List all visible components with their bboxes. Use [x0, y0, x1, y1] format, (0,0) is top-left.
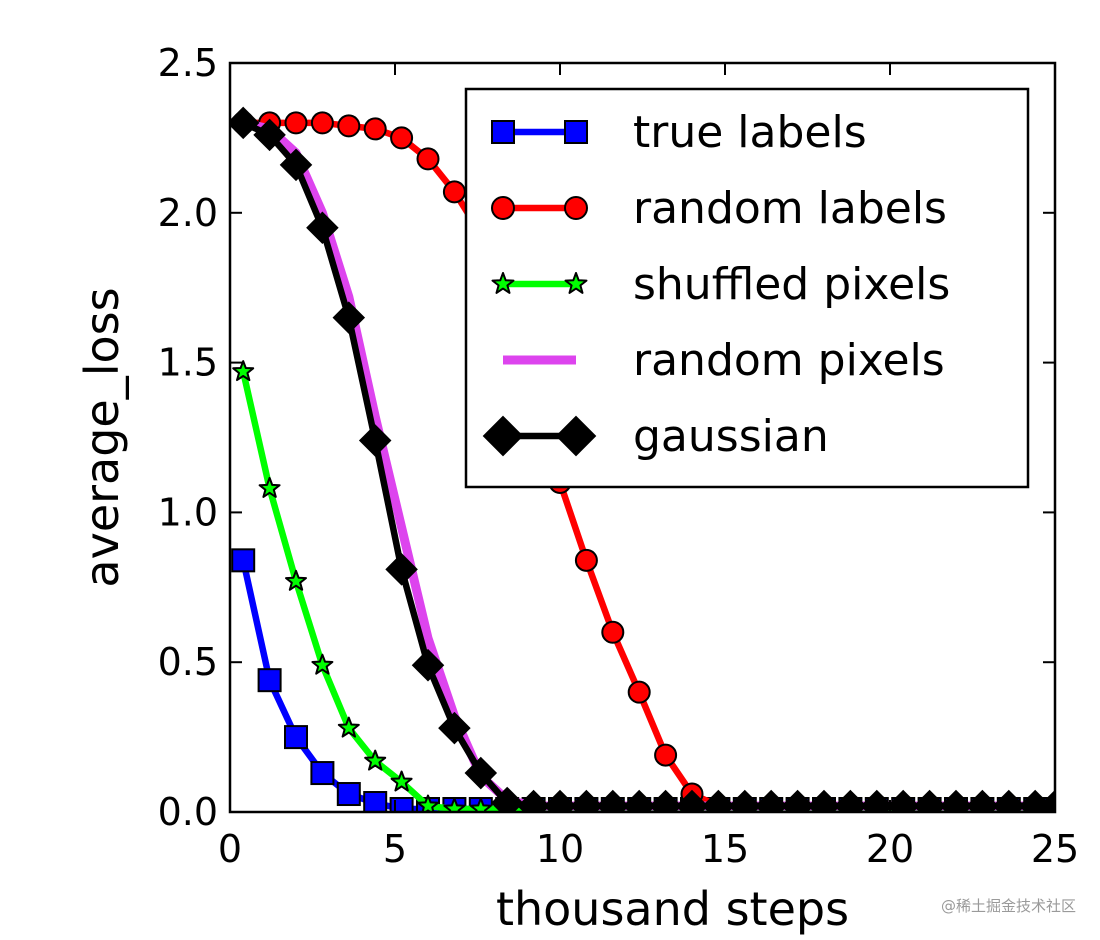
data-point-random-labels	[627, 680, 651, 704]
data-point-gaussian	[490, 786, 524, 812]
data-point-shuffled-pixels	[417, 794, 439, 812]
legend-label-random-pixels: random pixels	[633, 335, 945, 386]
x-tick-label: 5	[383, 827, 407, 871]
x-tick-label: 20	[866, 827, 914, 871]
data-point-gaussian	[517, 789, 550, 812]
legend-label-shuffled-pixels: shuffled pixels	[633, 259, 950, 310]
x-axis-label: thousand steps	[496, 882, 849, 936]
data-point-gaussian	[913, 789, 946, 812]
watermark: @稀土掘金技术社区	[940, 897, 1076, 915]
data-point-gaussian	[992, 789, 1026, 812]
data-point-gaussian	[438, 711, 471, 745]
legend-label-random-labels: random labels	[633, 183, 947, 234]
y-tick-label: 2.5	[158, 41, 218, 85]
data-point-gaussian	[622, 789, 656, 812]
data-point-true-labels	[389, 797, 414, 812]
data-point-shuffled-pixels	[311, 653, 334, 675]
data-point-gaussian	[332, 301, 366, 334]
data-point-gaussian	[279, 148, 313, 182]
legend-marker-gaussian	[555, 415, 597, 457]
y-tick-label: 2.0	[158, 191, 218, 235]
legend-marker-shuffled-pixels	[491, 272, 515, 294]
y-tick-label: 1.0	[158, 490, 218, 534]
legend-marker-gaussian	[482, 415, 524, 457]
data-point-random-labels	[390, 126, 414, 150]
legend-box	[464, 87, 1030, 489]
data-point-gaussian	[860, 789, 894, 812]
data-point-gaussian	[675, 789, 709, 812]
data-point-gaussian	[253, 118, 286, 152]
data-point-shuffled-pixels	[390, 770, 413, 792]
data-point-gaussian	[886, 789, 920, 812]
y-axis-label: average_loss	[75, 287, 129, 587]
data-point-random-labels	[416, 147, 440, 171]
data-point-gaussian	[728, 789, 762, 812]
data-point-gaussian	[966, 789, 999, 812]
data-point-shuffled-pixels	[285, 569, 307, 591]
axes-frame	[228, 61, 1057, 814]
data-point-shuffled-pixels	[443, 797, 466, 812]
data-point-random-labels	[310, 111, 334, 135]
legend: true labels random labels shuffled pixels r…	[464, 87, 1030, 489]
data-point-true-labels	[336, 782, 361, 807]
data-point-shuffled-pixels	[232, 360, 255, 382]
y-tick-label: 1.5	[158, 341, 218, 385]
legend-label-true-labels: true labels	[633, 107, 867, 158]
data-point-random-labels	[284, 111, 308, 135]
data-point-gaussian	[1038, 789, 1055, 812]
data-point-gaussian	[570, 789, 603, 812]
x-tick-label: 25	[1031, 827, 1079, 871]
data-point-shuffled-pixels	[258, 476, 281, 498]
data-point-gaussian	[807, 789, 841, 812]
data-point-random-labels	[574, 548, 598, 572]
axes: 0 5 10 15 20 25 0.0 0.5 1.0 1.5 2.0 2.5 thousand ste…	[75, 41, 1079, 936]
data-point-gaussian	[306, 211, 339, 245]
y-tick-label: 0.5	[158, 640, 218, 684]
data-point-gaussian	[358, 424, 392, 457]
data-point-true-labels	[231, 548, 256, 573]
data-point-true-labels	[284, 725, 308, 750]
data-point-gaussian	[834, 789, 867, 812]
x-tick-label: 15	[701, 827, 749, 871]
data-point-gaussian	[939, 789, 973, 812]
data-point-random-labels	[442, 180, 466, 204]
data-point-random-labels	[337, 114, 361, 138]
data-point-gaussian	[230, 106, 260, 140]
legend-marker-shuffled-pixels	[564, 272, 588, 294]
y-tick-label: 0.0	[158, 790, 218, 834]
data-point-gaussian	[754, 789, 788, 812]
data-point-shuffled-pixels	[337, 716, 360, 738]
data-point-true-labels	[310, 761, 335, 786]
series-line-true-labels	[239, 557, 1055, 812]
legend-marker-random-labels	[564, 196, 588, 220]
legend-label-gaussian: gaussian	[633, 411, 829, 462]
data-point-random-labels	[363, 117, 387, 141]
data-point-gaussian	[411, 648, 445, 682]
data-point-gaussian	[385, 553, 418, 586]
data-point-true-labels	[363, 791, 388, 812]
x-tick-label: 0	[218, 827, 242, 871]
data-point-gaussian	[464, 756, 498, 790]
data-point-shuffled-pixels	[469, 797, 492, 812]
data-point-true-labels	[257, 668, 282, 693]
data-point-random-labels	[601, 620, 625, 644]
data-point-random-labels	[654, 743, 678, 767]
legend-marker-random-labels	[491, 196, 515, 220]
data-point-gaussian	[649, 789, 682, 812]
data-point-gaussian	[596, 789, 630, 812]
data-point-shuffled-pixels	[364, 749, 387, 771]
legend-marker-true-labels	[564, 120, 588, 144]
x-tick-label: 10	[536, 827, 584, 871]
data-point-gaussian	[781, 789, 814, 812]
legend-marker-true-labels	[491, 120, 515, 144]
